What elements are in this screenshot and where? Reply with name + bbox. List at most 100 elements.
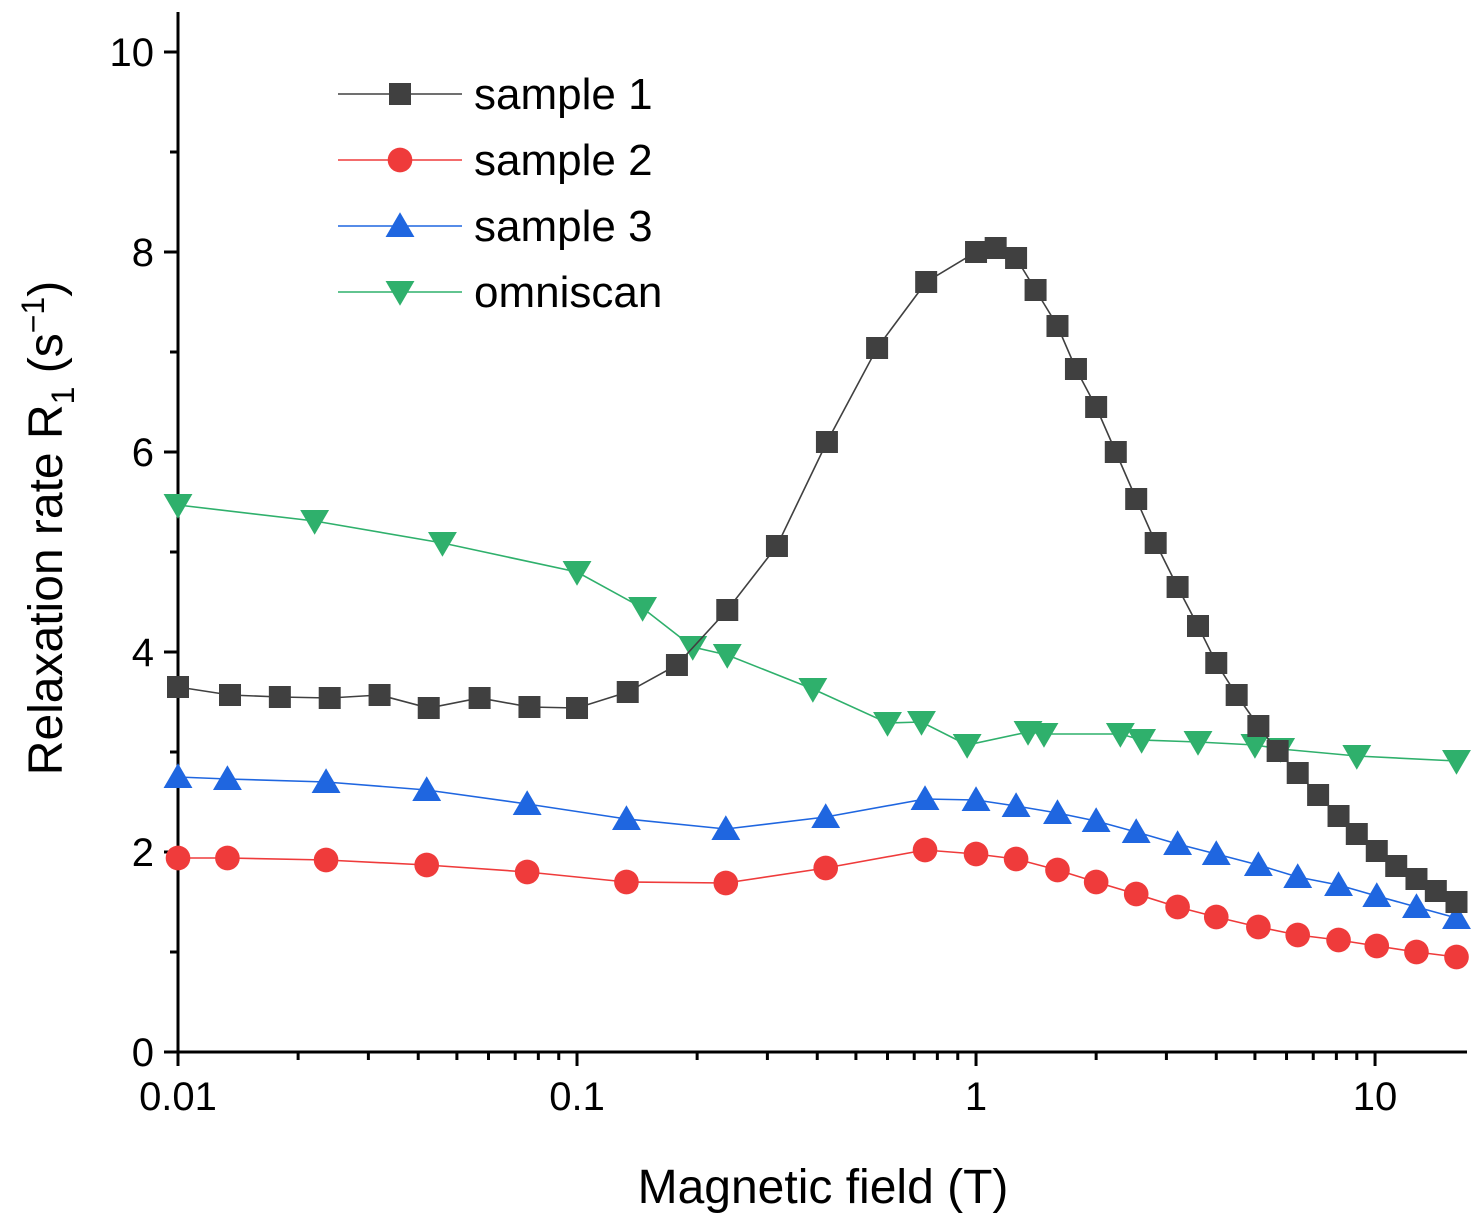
data-point-sample-3 [163, 763, 193, 788]
data-point-sample-1 [915, 271, 938, 293]
series-line-omniscan [177, 504, 1457, 762]
data-point-omniscan [712, 644, 742, 669]
data-point-sample-3 [1243, 851, 1273, 876]
legend-label-sample-1: sample 1 [474, 70, 653, 119]
legend-item-sample-1: sample 1 [338, 70, 653, 119]
y-tick-label: 0 [132, 1031, 154, 1075]
data-point-sample-2 [1003, 846, 1029, 872]
y-tick-label: 6 [132, 431, 154, 475]
data-point-sample-2 [1246, 914, 1271, 940]
legend: sample 1 sample 2 sample 3 omniscan [338, 70, 662, 317]
data-point-sample-1 [368, 684, 391, 706]
data-point-omniscan [1342, 745, 1372, 770]
x-ticks: 0.01 0.1 1 10 [139, 1052, 1397, 1119]
data-point-sample-2 [1083, 869, 1109, 895]
series-sample-3 [163, 763, 1471, 929]
data-point-sample-1 [468, 687, 491, 709]
data-point-sample-2 [1123, 881, 1149, 907]
data-point-sample-2 [215, 845, 240, 871]
data-point-sample-1 [318, 687, 341, 709]
data-point-sample-1 [716, 599, 739, 621]
data-point-sample-3 [1442, 904, 1471, 929]
data-point-sample-2 [912, 837, 938, 863]
legend-marker-sample-2 [387, 147, 413, 173]
data-point-sample-1 [1365, 840, 1388, 862]
data-point-sample-1 [1125, 488, 1148, 510]
data-point-sample-1 [1247, 715, 1270, 737]
data-point-sample-3 [212, 765, 242, 790]
data-point-omniscan [798, 678, 828, 703]
y-axis-title: Relaxation rate R1 (s−1) [15, 281, 81, 775]
data-point-sample-1 [1405, 868, 1428, 890]
data-point-sample-1 [1104, 441, 1127, 463]
data-point-omniscan [428, 532, 457, 557]
data-point-sample-3 [1121, 818, 1151, 843]
data-point-sample-1 [1445, 891, 1468, 913]
data-point-sample-3 [1201, 840, 1231, 865]
data-point-sample-2 [514, 859, 540, 885]
legend-item-omniscan: omniscan [338, 268, 662, 317]
data-point-sample-1 [1046, 315, 1069, 337]
data-point-sample-2 [1404, 939, 1429, 965]
data-point-sample-2 [414, 852, 440, 878]
y-axis-title-unit-superscript: −1 [15, 297, 51, 333]
data-point-omniscan [1183, 731, 1213, 756]
data-point-sample-1 [1385, 855, 1408, 877]
y-tick-label: 10 [110, 31, 155, 75]
data-point-omniscan [907, 711, 936, 736]
y-tick-label: 8 [132, 231, 154, 275]
data-point-omniscan [300, 510, 330, 535]
data-point-sample-1 [866, 337, 889, 359]
data-point-sample-1 [1345, 823, 1368, 845]
data-point-sample-2 [1326, 927, 1351, 953]
data-point-sample-1 [1024, 279, 1047, 301]
legend-item-sample-2: sample 2 [338, 136, 653, 185]
data-point-sample-1 [1144, 532, 1167, 554]
data-point-sample-1 [518, 696, 541, 718]
x-tick-label: 1 [965, 1075, 987, 1119]
series-line-sample-2 [178, 849, 1457, 958]
data-point-sample-1 [1266, 740, 1289, 762]
data-point-sample-2 [1045, 857, 1070, 883]
data-point-sample-1 [1424, 880, 1447, 902]
data-point-omniscan [628, 597, 658, 622]
y-axis-title-unit-close: ) [20, 281, 73, 297]
data-point-sample-3 [811, 803, 841, 828]
data-point-sample-3 [1324, 871, 1353, 896]
data-point-sample-2 [165, 845, 191, 871]
legend-item-sample-3: sample 3 [338, 202, 653, 251]
data-point-sample-2 [1203, 904, 1229, 930]
x-tick-label: 10 [1353, 1075, 1398, 1119]
series-sample-1 [167, 237, 1468, 913]
data-point-sample-3 [711, 815, 741, 840]
data-point-sample-2 [614, 869, 639, 895]
x-tick-label: 0.01 [139, 1075, 217, 1119]
data-point-sample-2 [1285, 922, 1311, 948]
data-point-omniscan [1240, 734, 1270, 759]
data-point-sample-3 [961, 786, 991, 811]
data-point-sample-1 [268, 686, 291, 708]
data-point-sample-1 [1307, 784, 1330, 806]
data-point-sample-1 [1166, 576, 1189, 598]
data-point-omniscan [1442, 750, 1471, 775]
data-point-sample-3 [1402, 893, 1431, 918]
data-point-sample-3 [311, 768, 341, 793]
data-point-sample-1 [417, 697, 440, 719]
y-axis-title-subscript: 1 [45, 387, 81, 405]
data-point-sample-1 [765, 535, 788, 557]
data-point-sample-2 [1165, 894, 1190, 920]
data-point-sample-2 [1444, 944, 1469, 970]
legend-label-sample-2: sample 2 [474, 136, 653, 185]
data-point-sample-3 [1362, 882, 1392, 907]
data-point-sample-1 [1064, 358, 1087, 380]
legend-marker-sample-3 [385, 212, 415, 237]
data-point-sample-2 [813, 855, 839, 881]
data-point-sample-3 [1001, 792, 1031, 817]
data-point-sample-3 [910, 785, 940, 810]
data-point-sample-2 [963, 841, 989, 867]
data-point-sample-1 [815, 431, 838, 453]
data-point-sample-3 [1163, 830, 1193, 855]
data-point-omniscan [562, 561, 592, 586]
data-point-omniscan [163, 494, 193, 519]
y-tick-label: 4 [132, 631, 154, 675]
